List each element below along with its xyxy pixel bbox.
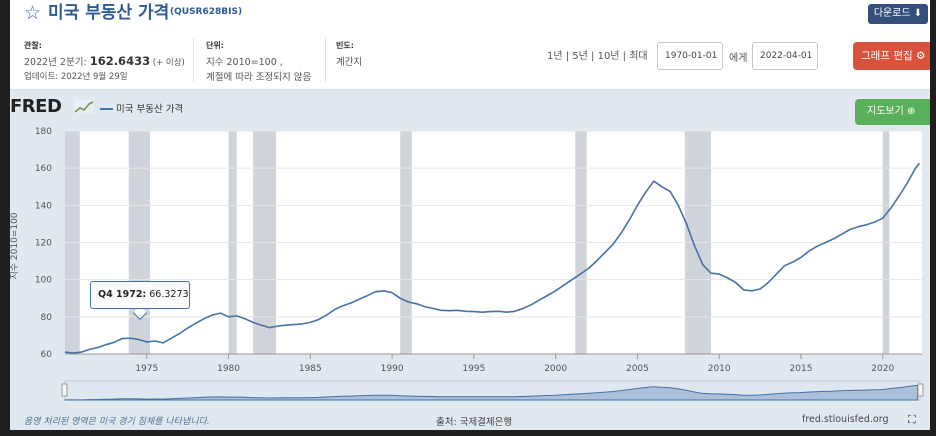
fred-logo[interactable]: FRED [10, 96, 62, 117]
download-icon: ⬇ [910, 8, 923, 19]
x-tick-label: 2010 [708, 364, 731, 374]
y-tick-label: 140 [35, 201, 52, 211]
observation-period: 2022년 2분기: [24, 57, 90, 68]
chart-svg: 60 80 100 120 140 160 180 1975 1980 1985 1990 1995… [10, 127, 924, 401]
tooltip-label: Q4 1972: [98, 289, 147, 300]
data-tooltip: Q4 1972: 66.3273 [90, 281, 190, 309]
x-tick-label: 1985 [299, 364, 322, 374]
range-links[interactable]: 1년 | 5년 | 10년 | 최대 [547, 51, 648, 62]
x-tick-label: 1995 [462, 364, 485, 374]
y-tick-label: 180 [35, 127, 52, 137]
x-tick-label: 2000 [544, 364, 567, 374]
x-tick-label: 1980 [217, 364, 240, 374]
navigator-series [64, 384, 919, 401]
y-tick-label: 60 [41, 350, 53, 360]
x-tick-label: 1975 [135, 364, 158, 374]
date-from-input[interactable]: 1970-01-01 [657, 42, 723, 70]
x-tick-label: 2015 [790, 364, 813, 374]
chart-logo-icon [74, 100, 94, 114]
page-title: 미국 부동산 가격 [48, 3, 170, 23]
observation-suffix: (+ 이상) [150, 58, 185, 68]
title-bar: ☆ 미국 부동산 가격 (QUSR628BIS) 다운로드 ⬇ [10, 0, 930, 30]
x-tick-label: 2020 [871, 364, 894, 374]
series-meta-bar: 관찰: 2022년 2분기: 162.6433 (+ 이상) 업데이트: 202… [10, 30, 930, 90]
units-label: 단위: [206, 41, 224, 50]
divider [325, 38, 326, 82]
observation-value: 162.6433 [89, 54, 151, 68]
units-line2: 계절에 따라 조정되지 않음 [206, 72, 312, 83]
download-button[interactable]: 다운로드 ⬇ [868, 4, 928, 24]
divider [193, 38, 194, 82]
units-line1: 지수 2010=100 , [206, 57, 283, 68]
date-to-input[interactable]: 2022-04-01 [752, 42, 818, 70]
view-map-label: 지도보기 [867, 106, 904, 117]
star-icon[interactable]: ☆ [24, 2, 42, 24]
download-label: 다운로드 [873, 8, 911, 19]
legend-label[interactable]: 미국 부동산 가격 [116, 104, 184, 115]
data-source: 출처: 국제결제은행 [436, 417, 513, 428]
frequency-label: 빈도: [336, 41, 354, 50]
series-line[interactable] [64, 162, 921, 354]
series-code: (QUSR628BIS) [170, 7, 243, 17]
recession-note: 음영 처리된 영역은 미국 경기 침체를 나타냅니다. [24, 417, 210, 427]
fred-graph-panel: ☆ 미국 부동산 가격 (QUSR628BIS) 다운로드 ⬇ 관찰: 2022… [10, 0, 930, 430]
observation-line: 2022년 2분기: 162.6433 (+ 이상) [24, 54, 185, 68]
gear-icon: ⚙ [912, 50, 926, 62]
edit-graph-label: 그래프 편집 [861, 50, 913, 62]
navigator-handle-left[interactable] [61, 383, 68, 397]
y-axis-label: 지수 2010=100 [10, 212, 20, 279]
y-tick-label: 100 [35, 276, 52, 286]
edit-graph-button[interactable]: 그래프 편집 ⚙ [853, 42, 930, 70]
observation-label: 관찰: [24, 41, 42, 50]
x-tick-label: 1990 [381, 364, 404, 374]
date-to-label: 에게 [729, 53, 748, 64]
legend-swatch [100, 108, 113, 110]
y-tick-label: 80 [41, 313, 53, 323]
site-link[interactable]: fred.stlouisfed.org [802, 414, 889, 425]
navigator-handle-right[interactable] [917, 383, 924, 397]
y-tick-label: 120 [35, 239, 52, 249]
tooltip-value: 66.3273 [146, 289, 189, 300]
frequency-value: 계간지 [336, 57, 363, 68]
updated-date: 업데이트: 2022년 9월 29일 [24, 72, 128, 82]
globe-icon: ⊕ [903, 106, 916, 117]
view-map-button[interactable]: 지도보기 ⊕ [855, 99, 930, 125]
fullscreen-icon[interactable]: ⛶ [908, 413, 916, 426]
x-tick-label: 2005 [626, 364, 649, 374]
y-tick-label: 160 [35, 164, 52, 174]
